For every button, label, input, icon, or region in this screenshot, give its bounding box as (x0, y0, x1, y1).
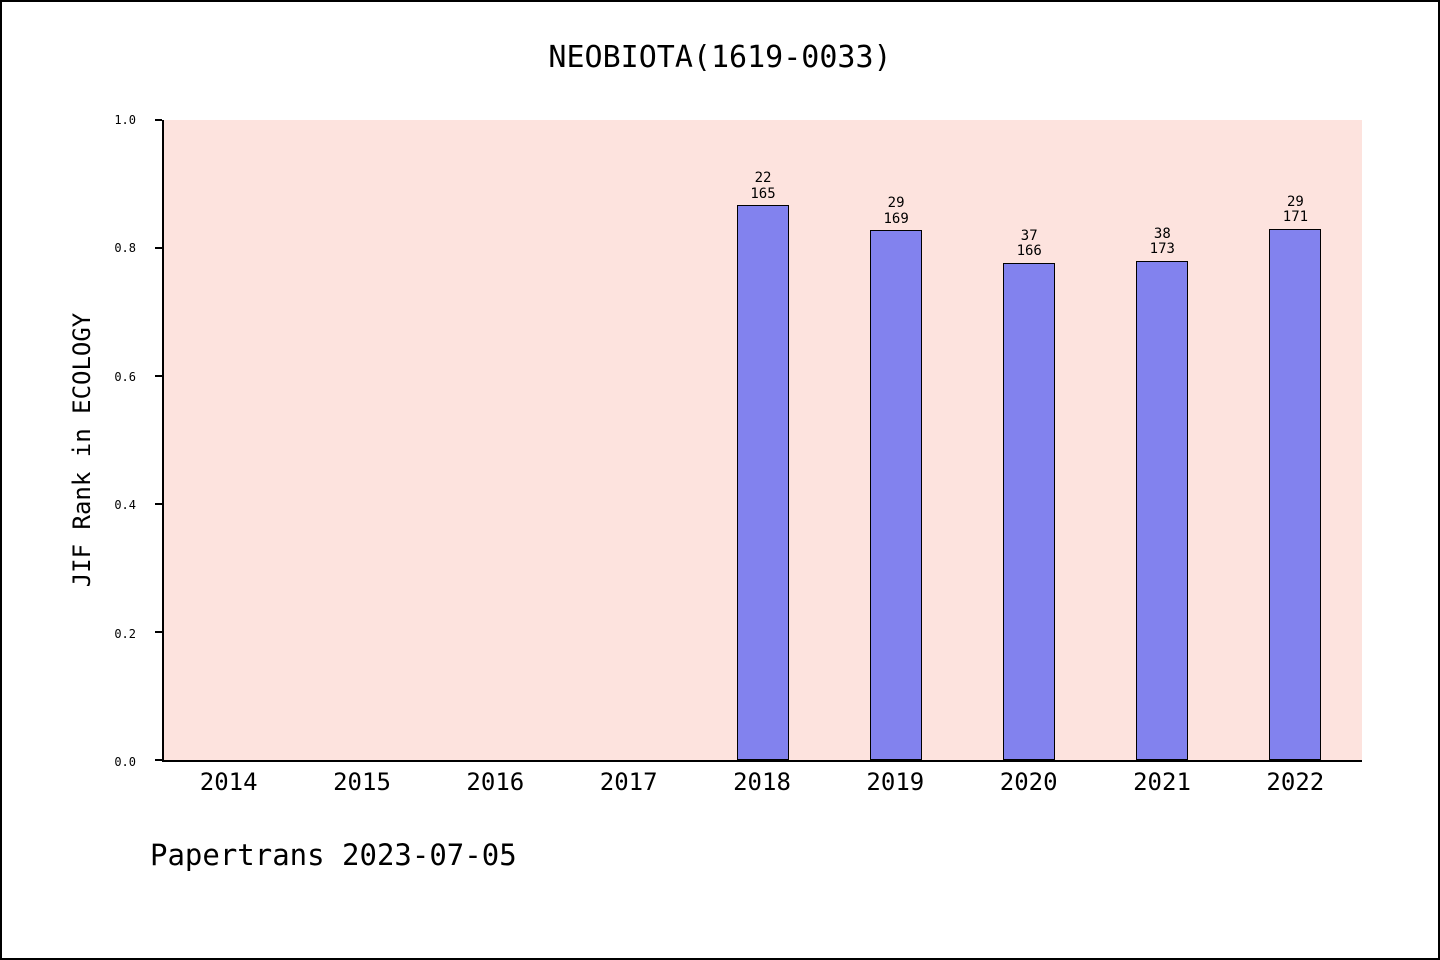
x-tick-label-2014: 2014 (199, 768, 258, 796)
watermark-text: Papertrans 2023-07-05 (150, 838, 517, 872)
x-tick-label-2017: 2017 (599, 768, 658, 796)
bar-total-2021: 173 (1149, 241, 1175, 258)
y-tick-label-0.4: 0.4 (114, 498, 136, 513)
x-tick-label-2016: 2016 (466, 768, 525, 796)
y-tick-label-0.0: 0.0 (114, 755, 136, 769)
chart-title: NEOBIOTA(1619-0033) (548, 40, 892, 75)
bar-rank-2019: 29 (887, 195, 905, 212)
y-tick-mark (155, 759, 162, 761)
y-tick-mark (155, 375, 162, 377)
bar-label-2020: 37 166 (1016, 227, 1042, 263)
bar-2020 (1003, 262, 1056, 760)
bar-total-2022: 171 (1282, 209, 1309, 226)
bar-rank-2018: 22 (754, 170, 772, 187)
y-tick-mark (155, 119, 162, 121)
bar-label-2022: 29 171 (1282, 194, 1309, 229)
plot-area: 22 165 29 169 37 166 38 173 29 171 (155, 119, 1362, 762)
y-tick-label-0.6: 0.6 (114, 369, 136, 384)
bar-total-2018: 165 (750, 185, 776, 202)
x-tick-label-2020: 2020 (999, 768, 1058, 796)
bar-2021 (1136, 260, 1189, 760)
y-tick-label-0.2: 0.2 (114, 626, 136, 641)
bar-rank-2022: 29 (1287, 194, 1304, 211)
y-axis-ticks: 0.0 0.2 0.4 0.6 0.8 1.0 (2, 113, 152, 769)
x-tick-label-2021: 2021 (1133, 768, 1191, 796)
bar-2018 (737, 205, 789, 760)
bar-2022 (1269, 228, 1322, 760)
x-axis-labels: 2014 2015 2016 2017 2018 2019 2020 2021 2022 (162, 768, 1362, 802)
y-tick-label-0.8: 0.8 (114, 241, 136, 256)
bar-label-2021: 38 173 (1149, 226, 1175, 261)
x-tick-label-2018: 2018 (733, 768, 791, 796)
x-tick-label-2022: 2022 (1266, 768, 1325, 796)
y-tick-label-1.0: 1.0 (114, 113, 136, 127)
bar-label-2018: 22 165 (750, 170, 776, 205)
bar-rank-2020: 37 (1020, 227, 1038, 244)
x-tick-label-2015: 2015 (333, 768, 391, 796)
bar-total-2020: 166 (1016, 243, 1042, 260)
bar-2019 (870, 230, 923, 760)
x-tick-label-2019: 2019 (866, 768, 925, 796)
y-tick-mark (155, 631, 162, 633)
y-tick-mark (155, 503, 162, 505)
bar-rank-2021: 38 (1153, 226, 1171, 243)
bar-total-2019: 169 (883, 210, 909, 227)
y-tick-mark (155, 247, 162, 249)
bar-label-2019: 29 169 (883, 195, 909, 230)
